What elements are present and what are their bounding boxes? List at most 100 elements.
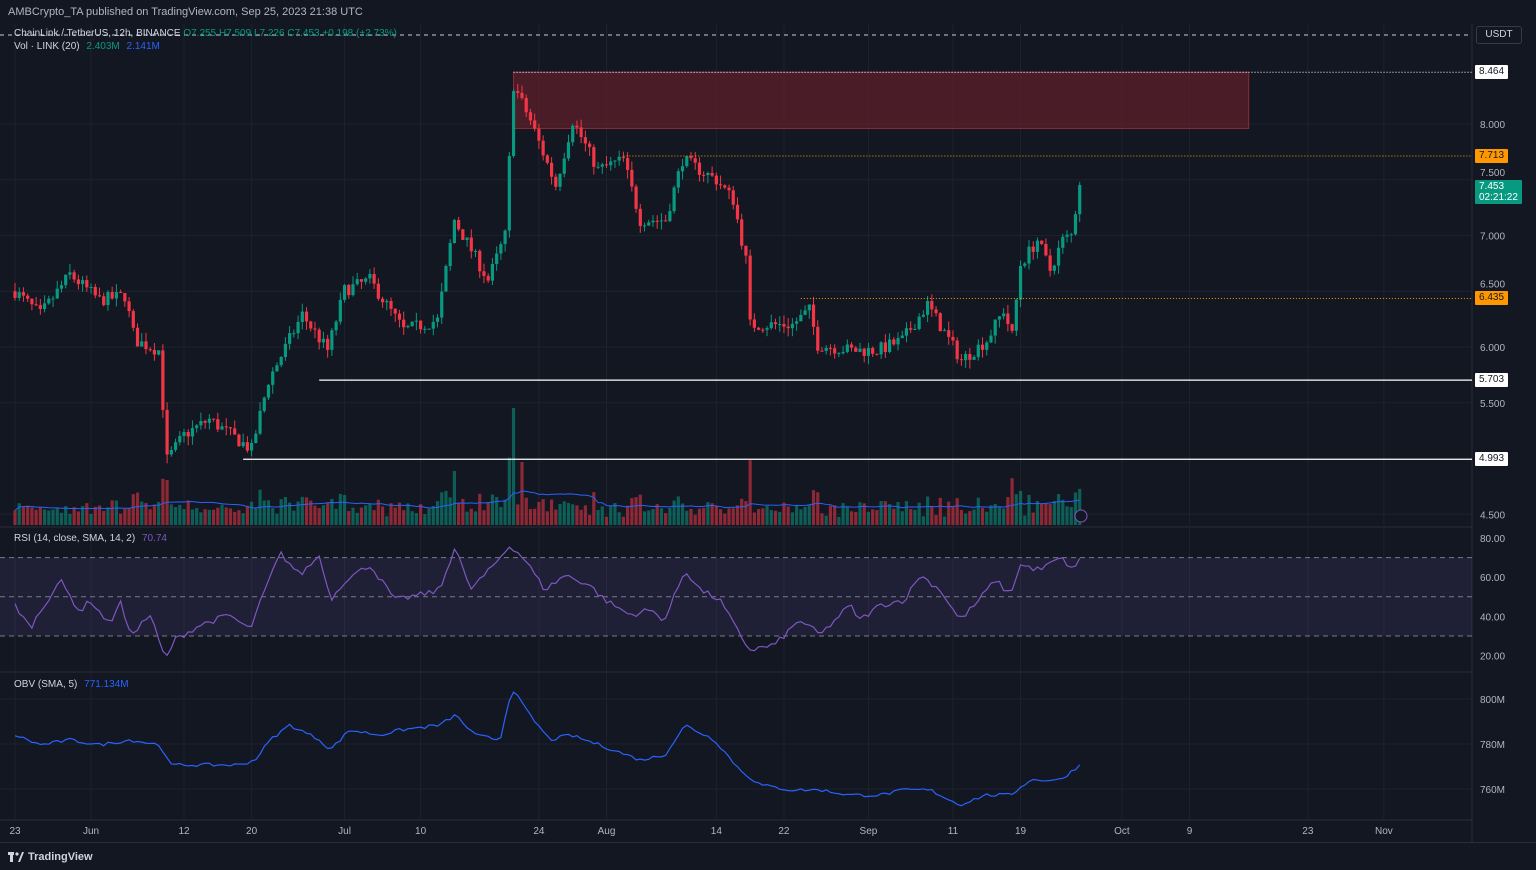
- volume-bar: [279, 499, 283, 525]
- volume-bar: [72, 507, 76, 525]
- volume-bar: [334, 508, 338, 525]
- volume-bar: [1052, 500, 1056, 525]
- footer: TradingView: [0, 842, 1536, 870]
- volume-bar: [930, 506, 934, 525]
- volume-bar: [224, 507, 228, 525]
- candle-body: [469, 237, 473, 252]
- volume-bar: [195, 507, 199, 525]
- candle-body: [275, 365, 279, 372]
- volume-bar: [64, 506, 68, 525]
- candle-body: [368, 274, 372, 279]
- candle-body: [207, 418, 211, 423]
- candle-body: [144, 341, 148, 350]
- candle-body: [1010, 324, 1014, 331]
- candle-body: [685, 156, 689, 167]
- candle-body: [845, 344, 849, 352]
- volume-legend: Vol · LINK (20) 2.403M 2.141M: [14, 41, 160, 52]
- candle-body: [575, 125, 579, 128]
- candle-body: [342, 285, 347, 300]
- background: [0, 0, 1536, 842]
- candle-body: [980, 344, 985, 350]
- volume-bar: [182, 509, 186, 525]
- price-tick-label: 6.000: [1480, 343, 1505, 354]
- volume-bar: [1048, 504, 1052, 525]
- candle-body: [178, 436, 182, 443]
- volume-bar: [942, 516, 947, 525]
- candle-body: [588, 143, 592, 148]
- volume-bar: [833, 505, 837, 525]
- volume-bar: [710, 503, 714, 525]
- volume-bar: [292, 510, 296, 525]
- candle-body: [380, 298, 385, 303]
- volume-bar: [786, 506, 790, 525]
- volume-bar: [811, 490, 816, 525]
- candle-body: [448, 243, 452, 267]
- volume-bar: [207, 509, 211, 525]
- volume-bar: [1014, 494, 1018, 525]
- candle-body: [326, 338, 330, 350]
- volume-bar: [1078, 488, 1082, 525]
- volume-bar: [1061, 499, 1065, 525]
- candle-body: [452, 219, 456, 244]
- volume-bar: [511, 408, 516, 525]
- rsi-tick-label: 40.00: [1480, 612, 1505, 623]
- candle-body: [735, 204, 740, 220]
- volume-bar: [769, 510, 773, 525]
- candle-body: [389, 301, 393, 309]
- volume-bar: [359, 507, 364, 525]
- candle-body: [148, 349, 152, 351]
- brand-name: TradingView: [28, 851, 93, 863]
- high-value: H7.509: [218, 28, 252, 39]
- chart-canvas[interactable]: 23 Jun 12 20 Jul 10 24 Aug 14 22 Sep 11 19 Oct 9 23 Nov 8…: [0, 0, 1536, 842]
- volume-bar: [499, 507, 503, 525]
- candle-body: [72, 272, 76, 280]
- candle-body: [887, 339, 892, 352]
- time-tick-label: 20: [246, 826, 258, 837]
- currency-button[interactable]: USDT: [1476, 26, 1522, 44]
- candle-body: [1018, 265, 1023, 300]
- candle-body: [807, 304, 811, 311]
- volume-bar: [17, 503, 21, 525]
- rsi-tick-label: 60.00: [1480, 573, 1505, 584]
- time-tick-label: Aug: [598, 826, 616, 837]
- candle-body: [811, 304, 816, 327]
- candle-body: [393, 308, 397, 314]
- volume-bar: [858, 502, 862, 525]
- candle-body: [659, 220, 664, 222]
- volume-bar: [410, 511, 414, 525]
- candle-body: [833, 348, 837, 354]
- candle-body: [347, 285, 351, 296]
- volume-bar: [854, 511, 858, 525]
- volume-bar: [676, 496, 680, 525]
- candle-body: [414, 320, 418, 322]
- candle-body: [419, 320, 423, 330]
- candle-body: [13, 291, 17, 298]
- candle-body: [921, 314, 925, 317]
- candle-body: [520, 92, 524, 98]
- tradingview-icon: [8, 852, 24, 862]
- candle-body: [123, 292, 127, 302]
- volume-bar: [157, 501, 161, 525]
- volume-bar: [566, 502, 571, 525]
- volume-bar: [275, 513, 279, 525]
- candle-body: [748, 255, 752, 320]
- volume-bar: [233, 511, 237, 525]
- tradingview-logo[interactable]: TradingView: [8, 851, 93, 863]
- candle-body: [626, 157, 630, 170]
- candle-body: [376, 283, 380, 299]
- candle-body: [233, 428, 237, 435]
- volume-bar: [321, 505, 326, 525]
- candle-body: [680, 166, 685, 172]
- candle-body: [211, 418, 216, 420]
- candle-body: [364, 278, 368, 282]
- volume-bar: [406, 503, 410, 525]
- candle-body: [613, 160, 617, 162]
- volume-bar: [93, 506, 97, 525]
- candle-body: [583, 137, 587, 144]
- candle-body: [566, 142, 571, 159]
- volume-bar: [828, 505, 833, 525]
- candle-body: [292, 333, 296, 335]
- candle-body: [693, 158, 697, 163]
- candle-body: [283, 343, 287, 357]
- candle-body: [152, 349, 157, 355]
